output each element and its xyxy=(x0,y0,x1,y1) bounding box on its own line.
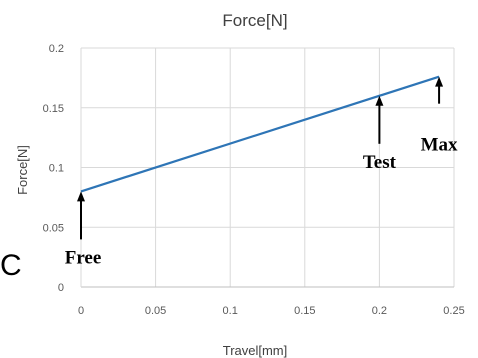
annotation-arrowhead xyxy=(77,191,85,202)
series-line xyxy=(80,75,440,193)
chart-title: Force[N] xyxy=(222,11,287,30)
x-tick-label: 0.2 xyxy=(372,305,387,317)
axes xyxy=(80,48,454,288)
annotation-arrowhead xyxy=(435,76,444,87)
y-tick-label: 0.05 xyxy=(43,222,64,234)
y-tick-label: 0.1 xyxy=(49,163,64,175)
x-tick-label: 0 xyxy=(78,305,84,317)
x-tick-label: 0.15 xyxy=(294,305,315,317)
annotation-max: Max xyxy=(421,135,458,156)
x-tick-labels: 0 0.05 0.1 0.15 0.2 0.25 xyxy=(78,305,465,317)
gridlines xyxy=(81,47,455,287)
annotation-arrowhead xyxy=(375,95,384,106)
panel-letter: C xyxy=(0,249,22,282)
y-axis-label: Force[N] xyxy=(15,145,30,195)
y-tick-labels: 0 0.05 0.1 0.15 0.2 xyxy=(43,43,64,294)
y-tick-label: 0 xyxy=(58,282,64,294)
y-tick-label: 0.15 xyxy=(43,103,64,115)
x-tick-label: 0.05 xyxy=(145,305,166,317)
y-tick-label: 0.2 xyxy=(49,43,64,55)
annotation-free: Free xyxy=(65,247,102,268)
x-tick-label: 0.1 xyxy=(223,305,238,317)
x-axis-label: Travel[mm] xyxy=(223,343,288,358)
annotation-test: Test xyxy=(363,152,397,173)
annotations: Free Test Max xyxy=(65,76,458,268)
x-tick-label: 0.25 xyxy=(443,305,464,317)
series-group xyxy=(80,75,440,193)
